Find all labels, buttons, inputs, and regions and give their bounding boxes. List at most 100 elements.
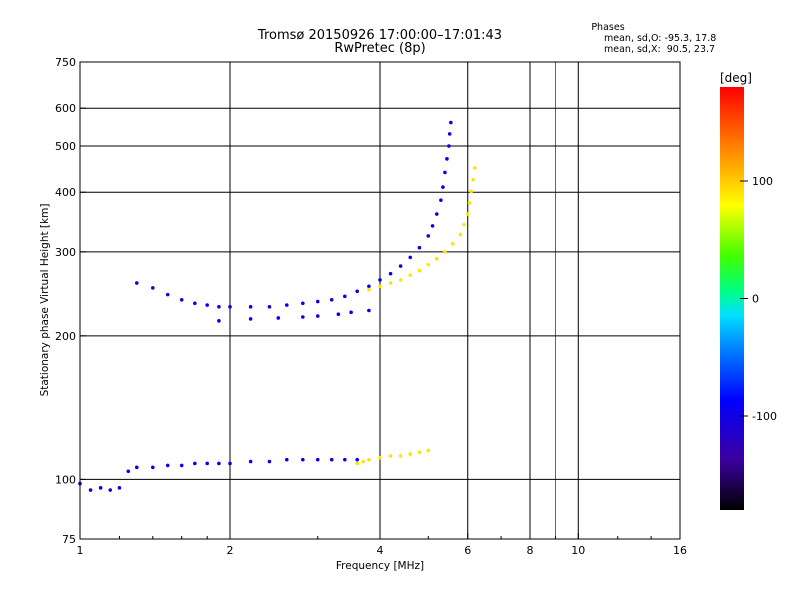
x-tick-label: 2 (227, 544, 234, 557)
x-tick-label: 8 (527, 544, 534, 557)
data-point (205, 303, 209, 307)
data-point (445, 157, 449, 161)
data-point (430, 224, 435, 228)
plot-subtitle: RwPretec (8p) (334, 41, 426, 56)
colorbar-tick-label: -100 (752, 410, 777, 423)
axis-ticks: 1 2 4 6 8 10 16 75 100 200 300 400 500 600 750 (55, 56, 687, 557)
colorbar-tick-label: 100 (752, 175, 773, 188)
data-point (417, 245, 422, 250)
data-point (451, 241, 455, 246)
data-point (284, 457, 289, 462)
x-tick-label: 6 (464, 544, 471, 557)
data-point (447, 132, 452, 136)
data-point (248, 305, 253, 309)
data-point (108, 488, 113, 492)
data-point (284, 303, 289, 307)
data-point (426, 448, 431, 453)
y-tick-label: 75 (62, 533, 76, 546)
data-point (205, 461, 209, 466)
data-point (398, 454, 403, 458)
y-axis-label: Stationary phase Virtual Height [km] (39, 204, 51, 397)
data-point (329, 297, 334, 302)
data-point (465, 212, 470, 216)
y-tick-label: 750 (55, 56, 76, 69)
data-point (367, 287, 371, 292)
x-tick-label: 16 (673, 544, 687, 557)
colorbar-label: [deg] (720, 71, 752, 85)
data-point (443, 170, 447, 175)
grid-lines (80, 62, 680, 539)
data-points (78, 120, 477, 492)
data-point (301, 457, 305, 462)
data-point (193, 301, 197, 306)
data-point (179, 463, 184, 468)
data-point (378, 455, 382, 460)
data-point (458, 232, 463, 237)
data-point (165, 292, 170, 297)
data-point (329, 457, 334, 462)
phase-stats-o: mean, sd,O: -95.3, 17.8 (604, 33, 717, 44)
data-point (355, 457, 359, 462)
data-point (117, 486, 122, 490)
y-tick-label: 200 (55, 330, 76, 343)
y-tick-label: 400 (55, 186, 76, 199)
data-point (315, 314, 320, 318)
data-point (398, 264, 403, 268)
data-point (349, 310, 353, 315)
colorbar-tick-label: 0 (752, 293, 759, 306)
y-tick-label: 300 (55, 246, 76, 259)
data-point (408, 255, 413, 260)
data-point (98, 486, 103, 490)
data-point (276, 316, 281, 320)
x-axis-label: Frequency [MHz] (336, 560, 424, 572)
data-point (426, 262, 431, 267)
data-point (134, 281, 139, 285)
y-tick-label: 500 (55, 140, 76, 153)
data-point (88, 488, 93, 492)
data-point (473, 166, 477, 170)
data-point (469, 189, 474, 193)
data-point (378, 284, 382, 289)
data-point (151, 465, 155, 470)
data-point (417, 268, 422, 273)
data-point (361, 459, 365, 464)
data-point (248, 459, 253, 464)
data-point (443, 250, 447, 254)
data-point (462, 222, 466, 227)
data-point (228, 305, 232, 309)
data-point (301, 301, 305, 306)
data-point (315, 299, 320, 304)
phases-heading: Phases (591, 22, 625, 33)
colorbar-ticks: 100 0 -100 (740, 175, 777, 423)
x-tick-label: 10 (571, 544, 585, 557)
data-point (343, 294, 347, 299)
data-point (151, 286, 155, 290)
phase-stats-x: mean, sd,X: 90.5, 23.7 (604, 44, 716, 55)
data-point (343, 457, 347, 462)
data-point (434, 212, 439, 216)
data-point (471, 177, 475, 182)
data-point (355, 461, 359, 466)
data-point (378, 278, 382, 282)
data-point (367, 308, 371, 313)
data-point (447, 144, 451, 148)
data-point (441, 185, 445, 189)
data-point (417, 450, 422, 455)
y-tick-label: 100 (55, 473, 76, 486)
data-point (248, 317, 253, 321)
data-point (315, 457, 320, 462)
data-point (217, 305, 221, 309)
x-tick-label: 1 (77, 544, 84, 557)
data-point (398, 278, 403, 282)
data-point (179, 297, 184, 302)
data-point (267, 459, 272, 464)
data-point (126, 469, 131, 474)
data-point (388, 271, 393, 276)
data-point (408, 452, 413, 456)
data-point (388, 281, 393, 285)
data-point (193, 461, 197, 466)
data-point (367, 457, 371, 462)
plot-title: Tromsø 20150926 17:00:00–17:01:43 (257, 28, 503, 43)
data-point (426, 234, 431, 238)
